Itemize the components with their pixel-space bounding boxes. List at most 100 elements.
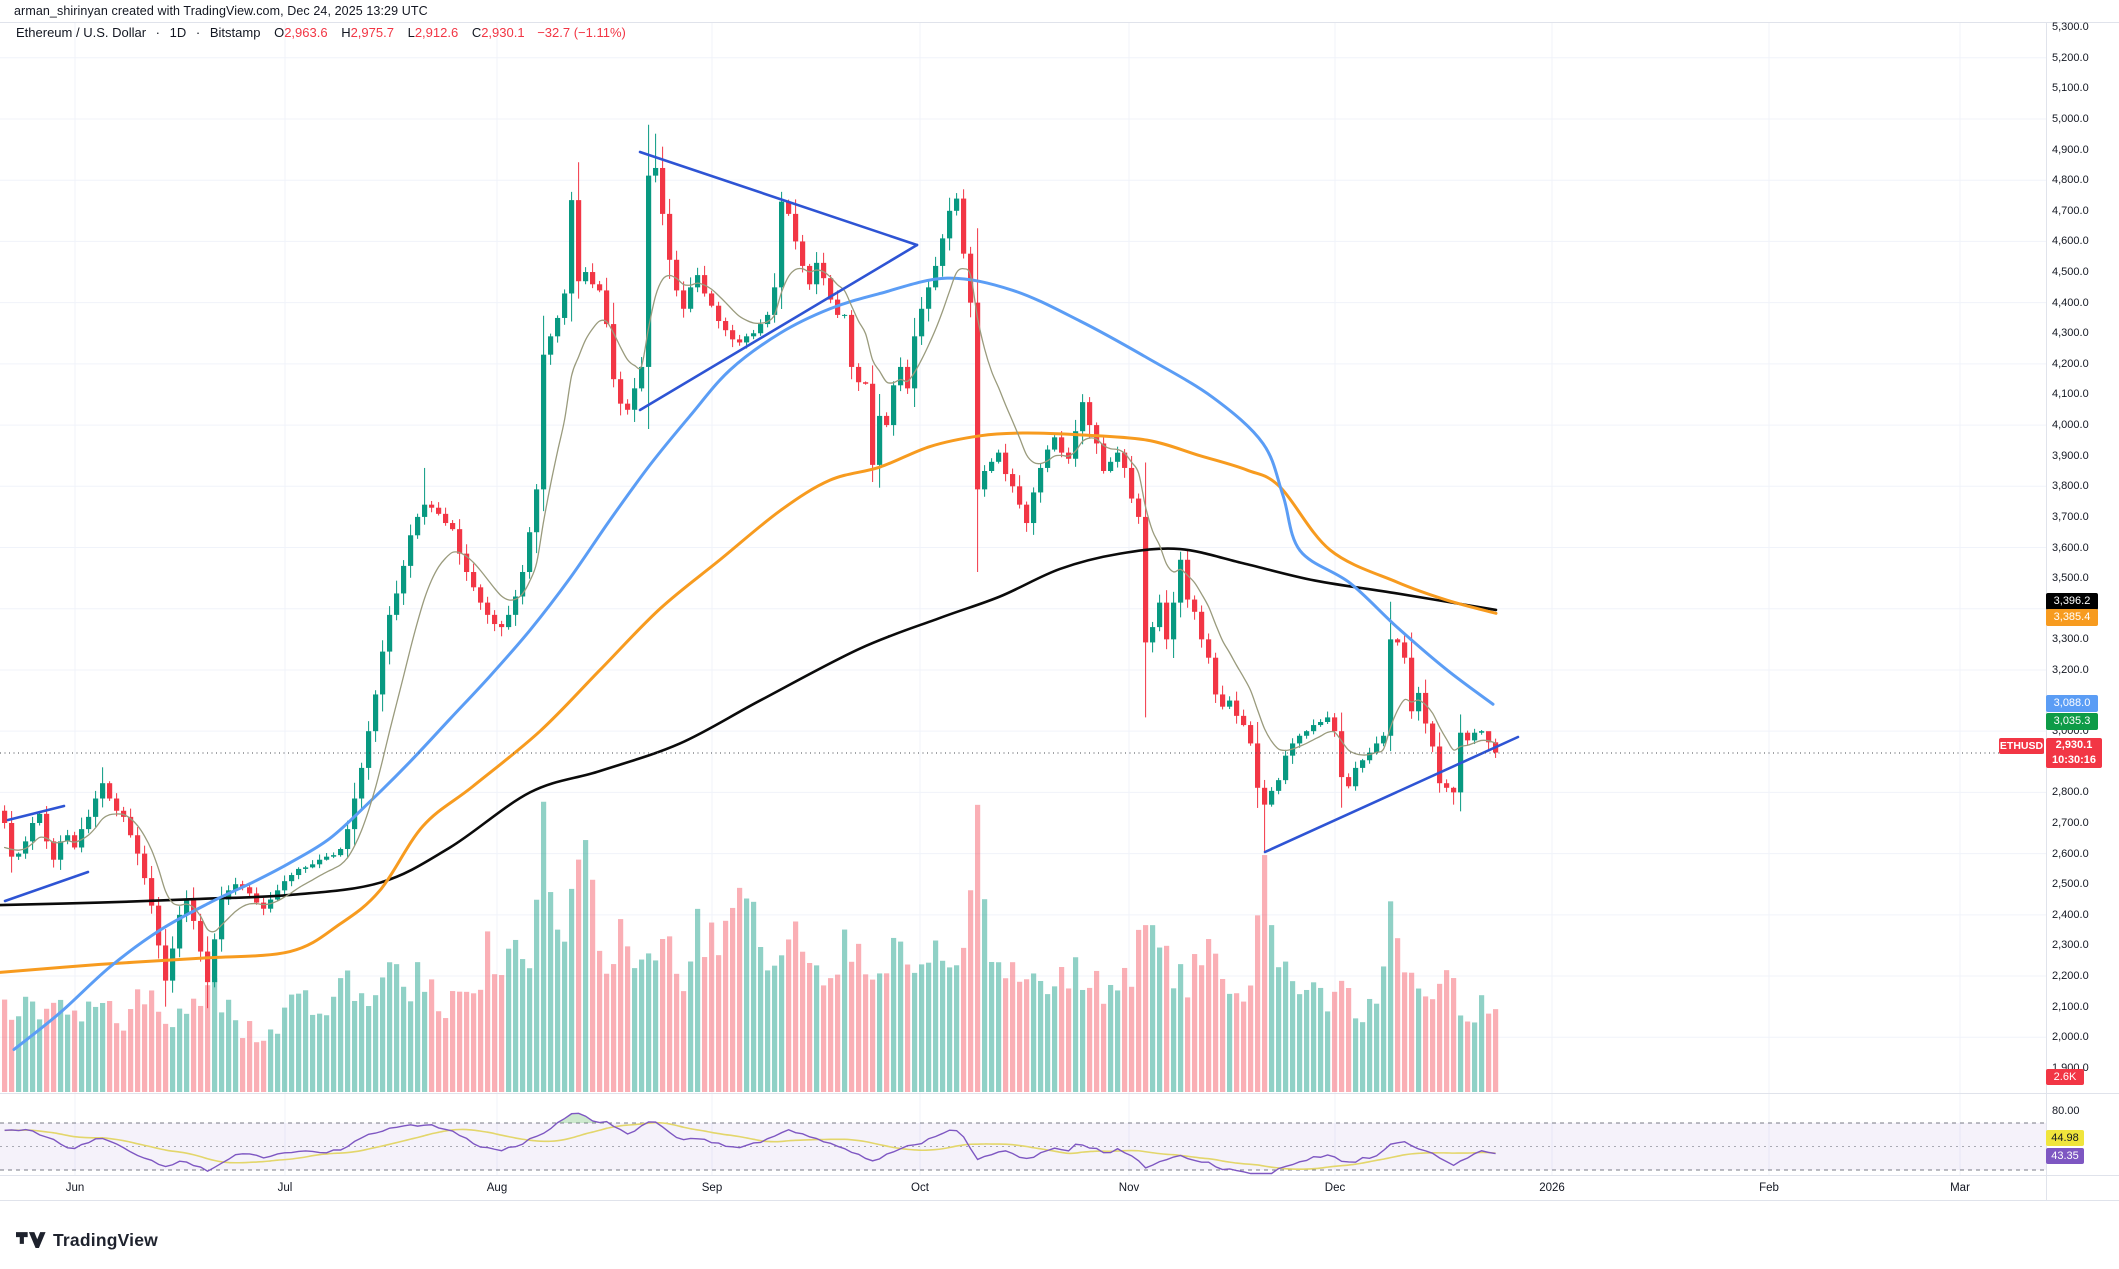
price-tick-label[interactable]: 2,600.0 xyxy=(2052,847,2089,860)
volume-bar xyxy=(1444,970,1450,1092)
price-tick-label[interactable]: 4,900.0 xyxy=(2052,143,2089,156)
legend-separator: · xyxy=(195,25,201,40)
price-tick-label[interactable]: 5,200.0 xyxy=(2052,51,2089,64)
time-tick-dec[interactable]: Dec xyxy=(1324,1182,1346,1194)
candle-body xyxy=(618,379,624,404)
candle-body xyxy=(485,602,491,615)
candle-body xyxy=(219,899,225,940)
volume-bar xyxy=(793,921,799,1092)
candle-body xyxy=(128,816,134,836)
volume-bar xyxy=(240,1038,246,1092)
time-tick-2026[interactable]: 2026 xyxy=(1539,1182,1565,1194)
price-tick-label[interactable]: 3,500.0 xyxy=(2052,572,2089,585)
candle-body xyxy=(863,382,869,384)
time-tick-jul[interactable]: Jul xyxy=(277,1182,293,1194)
price-tick-label[interactable]: 3,700.0 xyxy=(2052,510,2089,523)
price-tick-label[interactable]: 3,300.0 xyxy=(2052,633,2089,646)
ma-line-ma200[interactable] xyxy=(0,547,1498,907)
volume-bar xyxy=(1388,901,1394,1092)
volume-bar xyxy=(870,979,876,1092)
price-tick-label[interactable]: 4,300.0 xyxy=(2052,327,2089,340)
rsi-badge: 43.35 xyxy=(2046,1148,2084,1164)
price-tick-label[interactable]: 2,700.0 xyxy=(2052,817,2089,829)
volume-bar xyxy=(100,1002,106,1092)
price-tick-label[interactable]: 2,800.0 xyxy=(2052,786,2089,799)
symbol-legend[interactable]: Ethereum / U.S. Dollar · 1D · Bitstamp O… xyxy=(16,25,626,40)
candle-body xyxy=(1185,559,1191,600)
time-tick-feb[interactable]: Feb xyxy=(1759,1182,1779,1194)
price-tick-label[interactable]: 3,200.0 xyxy=(2052,663,2089,676)
volume-bar xyxy=(499,975,505,1092)
price-tick-label[interactable]: 2,000.0 xyxy=(2052,1031,2089,1044)
price-tick-label[interactable]: 3,600.0 xyxy=(2052,541,2089,554)
candle-body xyxy=(1388,639,1394,736)
volume-bar xyxy=(184,1013,190,1092)
rsi-pane[interactable] xyxy=(0,1112,2046,1175)
candle-body xyxy=(1486,731,1492,743)
volume-bar xyxy=(1185,997,1191,1092)
triangle-trendline[interactable] xyxy=(638,150,919,247)
candle-body xyxy=(422,504,428,517)
symbol-name[interactable]: Ethereum / U.S. Dollar xyxy=(16,25,147,40)
candle-body xyxy=(1171,602,1177,640)
volume-bar xyxy=(639,959,645,1092)
volume-bar xyxy=(898,941,904,1092)
price-tick-label[interactable]: 4,200.0 xyxy=(2052,357,2089,370)
volume-bar xyxy=(975,804,981,1092)
price-tick-label[interactable]: 5,000.0 xyxy=(2052,113,2089,125)
price-tick-label[interactable]: 4,800.0 xyxy=(2052,174,2089,187)
time-tick-jun[interactable]: Jun xyxy=(65,1182,85,1194)
pane-separator-rsi[interactable] xyxy=(0,1093,2119,1094)
tradingview-logo[interactable]: TradingView xyxy=(16,1230,158,1251)
volume-bar xyxy=(275,1033,281,1092)
price-tick-label[interactable]: 3,900.0 xyxy=(2052,449,2089,462)
time-tick-sep[interactable]: Sep xyxy=(701,1182,723,1194)
volume-bar xyxy=(814,965,820,1092)
candle-body xyxy=(702,275,708,294)
candle-body xyxy=(758,324,764,334)
channel-trendline[interactable] xyxy=(3,870,90,903)
candle-body xyxy=(1038,467,1044,493)
volume-bar xyxy=(744,898,750,1092)
price-tick-label[interactable]: 2,300.0 xyxy=(2052,939,2089,952)
channel-trendline[interactable] xyxy=(6,804,66,822)
price-tick-label[interactable]: 3,800.0 xyxy=(2052,480,2089,493)
volume-bar xyxy=(590,879,596,1092)
ohlc-low-value: 2,912.6 xyxy=(414,25,459,40)
price-tick-label[interactable]: 4,600.0 xyxy=(2052,235,2089,248)
candle-body xyxy=(849,314,855,367)
triangle-trendline[interactable] xyxy=(638,243,919,412)
volume-bar xyxy=(681,991,687,1092)
rsi-line[interactable] xyxy=(4,1112,1496,1175)
price-tick-label[interactable]: 4,700.0 xyxy=(2052,204,2089,217)
price-tick-label[interactable]: 5,100.0 xyxy=(2052,82,2089,95)
ma-line-ema9[interactable] xyxy=(3,267,1497,933)
candle-body xyxy=(464,553,470,573)
time-tick-aug[interactable]: Aug xyxy=(486,1182,508,1194)
trendline-drawings[interactable] xyxy=(3,150,1520,903)
time-tick-mar[interactable]: Mar xyxy=(1950,1182,1970,1194)
support-trendline[interactable] xyxy=(1263,735,1520,854)
price-tick-label[interactable]: 4,000.0 xyxy=(2052,419,2089,432)
time-tick-nov[interactable]: Nov xyxy=(1118,1182,1140,1194)
time-tick-oct[interactable]: Oct xyxy=(911,1182,929,1194)
interval-label[interactable]: 1D xyxy=(169,25,187,40)
volume-bar xyxy=(835,974,841,1092)
candle-body xyxy=(79,829,85,848)
price-tick-label[interactable]: 4,100.0 xyxy=(2052,388,2089,401)
price-tick-label[interactable]: 2,400.0 xyxy=(2052,908,2089,921)
price-tick-label[interactable]: 5,300.0 xyxy=(2052,21,2089,34)
candle-body xyxy=(394,593,400,615)
price-tick-label[interactable]: 4,400.0 xyxy=(2052,296,2089,309)
price-tick-label[interactable]: 2,100.0 xyxy=(2052,1000,2089,1013)
volume-bar xyxy=(1458,1015,1464,1092)
ma-line-ma50[interactable] xyxy=(12,276,1495,1051)
price-tick-label[interactable]: 2,500.0 xyxy=(2052,878,2089,891)
price-tick-label[interactable]: 2,200.0 xyxy=(2052,970,2089,983)
volume-bar xyxy=(1367,998,1373,1092)
volume-bar xyxy=(1234,993,1240,1092)
ma-line-ma100[interactable] xyxy=(0,431,1498,974)
volume-bar xyxy=(807,962,813,1092)
price-tick-label[interactable]: 4,500.0 xyxy=(2052,266,2089,279)
